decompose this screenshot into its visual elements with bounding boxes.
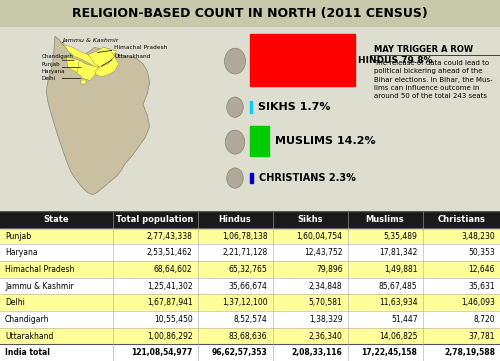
Text: 35,631: 35,631: [468, 282, 495, 291]
Text: MAY TRIGGER A ROW: MAY TRIGGER A ROW: [374, 45, 473, 55]
Text: Sikhs: Sikhs: [297, 215, 323, 224]
Text: Punjab: Punjab: [5, 232, 31, 241]
Text: MUSLIMS 14.2%: MUSLIMS 14.2%: [274, 136, 376, 146]
Text: 1,37,12,100: 1,37,12,100: [222, 298, 268, 307]
Text: 2,53,51,462: 2,53,51,462: [147, 248, 192, 257]
Text: 96,62,57,353: 96,62,57,353: [212, 348, 268, 357]
Text: 2,78,19,588: 2,78,19,588: [444, 348, 495, 357]
Text: Christians: Christians: [438, 215, 485, 224]
Bar: [0, 211, 500, 228]
Text: 2,77,43,338: 2,77,43,338: [146, 232, 192, 241]
Bar: [0, 344, 500, 361]
Text: 85,67,485: 85,67,485: [379, 282, 418, 291]
Text: 1,67,87,941: 1,67,87,941: [147, 298, 192, 307]
Text: India total: India total: [5, 348, 50, 357]
Text: HINDUS 79.8%: HINDUS 79.8%: [358, 56, 432, 65]
Text: Uttarakhand: Uttarakhand: [5, 331, 54, 340]
Text: Delhi: Delhi: [5, 298, 25, 307]
Text: 35,66,674: 35,66,674: [228, 282, 268, 291]
Text: Hindus: Hindus: [218, 215, 252, 224]
Bar: [0, 244, 500, 261]
Text: Jammu & Kashmir: Jammu & Kashmir: [5, 282, 74, 291]
Polygon shape: [46, 36, 150, 195]
Text: Chandigarh: Chandigarh: [42, 55, 74, 59]
Text: The release of data could lead to
political bickering ahead of the
Bihar electio: The release of data could lead to politi…: [374, 60, 492, 99]
Polygon shape: [94, 57, 119, 77]
Bar: [0, 311, 500, 328]
Circle shape: [227, 168, 243, 188]
Text: 2,34,848: 2,34,848: [309, 282, 342, 291]
Text: 83,68,636: 83,68,636: [229, 331, 268, 340]
Text: 79,896: 79,896: [316, 265, 342, 274]
Text: 8,720: 8,720: [474, 315, 495, 324]
Bar: [0, 261, 500, 278]
Text: 11,63,934: 11,63,934: [379, 298, 418, 307]
Text: 12,646: 12,646: [468, 265, 495, 274]
Circle shape: [227, 97, 243, 117]
Text: SIKHS 1.7%: SIKHS 1.7%: [258, 102, 330, 112]
Text: 1,46,093: 1,46,093: [461, 298, 495, 307]
Bar: [0, 228, 500, 244]
Bar: [250, 101, 252, 113]
Bar: [250, 34, 355, 86]
Bar: [0, 278, 500, 295]
Text: 12,43,752: 12,43,752: [304, 248, 343, 257]
Text: 37,781: 37,781: [468, 331, 495, 340]
Text: 10,55,450: 10,55,450: [154, 315, 192, 324]
Text: 65,32,765: 65,32,765: [229, 265, 268, 274]
Text: Muslims: Muslims: [366, 215, 405, 224]
Text: 1,06,78,138: 1,06,78,138: [222, 232, 268, 241]
Text: 2,21,71,128: 2,21,71,128: [222, 248, 268, 257]
Text: 3,48,230: 3,48,230: [461, 232, 495, 241]
Polygon shape: [66, 57, 92, 75]
Text: Jammu & Kashmir: Jammu & Kashmir: [62, 38, 118, 43]
Bar: [250, 173, 253, 183]
Text: Haryana: Haryana: [5, 248, 38, 257]
Text: CHRISTIANS 2.3%: CHRISTIANS 2.3%: [259, 173, 356, 183]
Text: Himachal Pradesh: Himachal Pradesh: [114, 45, 168, 50]
Text: 17,22,45,158: 17,22,45,158: [362, 348, 418, 357]
Text: 8,52,574: 8,52,574: [234, 315, 268, 324]
Text: Himachal Pradesh: Himachal Pradesh: [5, 265, 74, 274]
Text: Delhi: Delhi: [42, 77, 56, 82]
Bar: [0, 295, 500, 311]
Text: 14,06,825: 14,06,825: [379, 331, 418, 340]
Text: 5,35,489: 5,35,489: [384, 232, 418, 241]
Circle shape: [225, 130, 245, 154]
Text: Uttarakhand: Uttarakhand: [114, 55, 151, 59]
Bar: [0, 328, 500, 344]
Circle shape: [224, 48, 246, 74]
Text: 17,81,342: 17,81,342: [379, 248, 418, 257]
Bar: [250, 126, 268, 156]
Polygon shape: [62, 42, 116, 68]
Text: 51,447: 51,447: [391, 315, 417, 324]
Text: 1,00,86,292: 1,00,86,292: [147, 331, 192, 340]
Text: 1,25,41,302: 1,25,41,302: [147, 282, 192, 291]
Text: 68,64,602: 68,64,602: [154, 265, 192, 274]
Polygon shape: [77, 60, 99, 81]
Text: State: State: [44, 215, 69, 224]
Text: RELIGION-BASED COUNT IN NORTH (2011 CENSUS): RELIGION-BASED COUNT IN NORTH (2011 CENS…: [72, 7, 428, 20]
Text: 1,38,329: 1,38,329: [309, 315, 342, 324]
Text: 50,353: 50,353: [468, 248, 495, 257]
Text: 5,70,581: 5,70,581: [309, 298, 342, 307]
Text: Punjab: Punjab: [42, 62, 60, 67]
Text: 121,08,54,977: 121,08,54,977: [131, 348, 192, 357]
Polygon shape: [82, 81, 86, 84]
Text: 1,49,881: 1,49,881: [384, 265, 418, 274]
Text: Total population: Total population: [116, 215, 194, 224]
Text: 1,60,04,754: 1,60,04,754: [296, 232, 343, 241]
Text: 2,36,340: 2,36,340: [308, 331, 342, 340]
Polygon shape: [88, 47, 115, 68]
Text: Chandigarh: Chandigarh: [5, 315, 50, 324]
Text: Haryana: Haryana: [42, 69, 66, 74]
Text: 2,08,33,116: 2,08,33,116: [292, 348, 343, 357]
